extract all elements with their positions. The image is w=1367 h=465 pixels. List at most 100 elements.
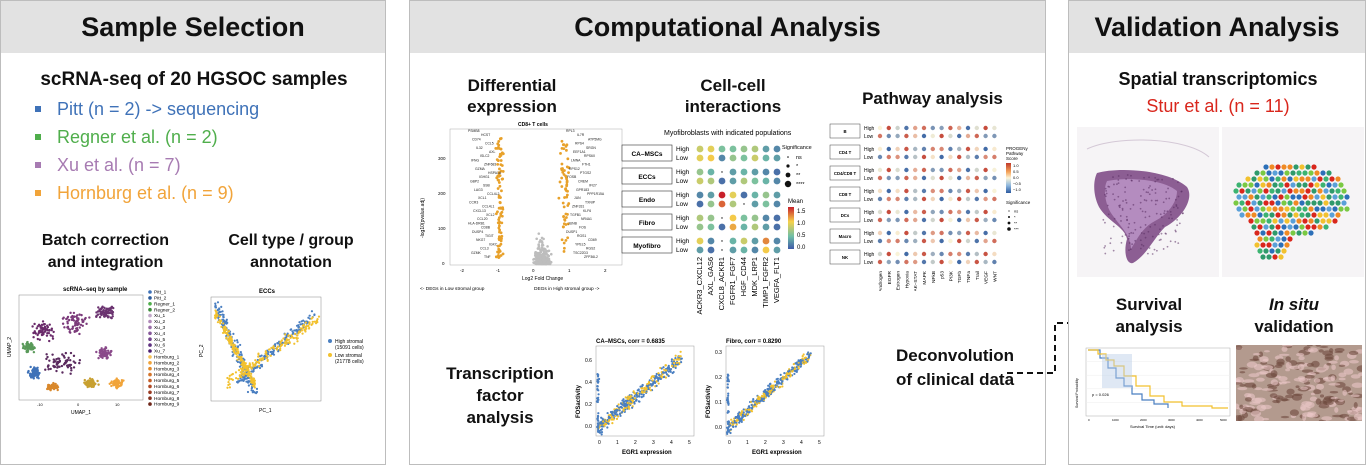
tf-point-high xyxy=(745,410,748,413)
volcano-gene-label: FOS xyxy=(579,226,587,230)
tf1-ytick-4: 0.0 xyxy=(585,424,592,430)
tf-point-high xyxy=(596,385,599,388)
tf-point-high xyxy=(779,378,782,381)
umap-legend: Pitt_1Pitt_2Regner_1Regner_2Xu_1Xu_2Xu_3… xyxy=(148,290,180,408)
spatial-spot xyxy=(1308,182,1314,188)
tf-point-low xyxy=(624,396,627,399)
spatial-spot xyxy=(1260,254,1266,260)
cc-dot xyxy=(762,177,770,185)
tf-point-high xyxy=(734,425,737,428)
insitu-cell xyxy=(1298,356,1305,361)
he-nucleus xyxy=(1151,253,1154,255)
pca-point-high xyxy=(232,332,235,335)
umap-legend-swatch xyxy=(148,378,152,383)
spatial-spot xyxy=(1236,206,1242,212)
tf-point-low xyxy=(789,374,792,377)
tf-point-high xyxy=(797,359,800,362)
tf-point-low xyxy=(670,364,674,367)
pw-group-box xyxy=(829,228,861,244)
pca-point-low xyxy=(249,374,252,378)
pw-level-label: Low xyxy=(864,197,874,203)
volcano-point-low xyxy=(499,254,503,257)
pca-point-low xyxy=(262,356,265,360)
cc-group-label: ECCs xyxy=(638,174,656,181)
pw-dot xyxy=(930,238,935,244)
volcano-xtick-1: -2 xyxy=(460,268,464,273)
insitu-cell xyxy=(1356,365,1362,372)
he-nucleus xyxy=(1163,212,1166,215)
spatial-spot xyxy=(1254,230,1260,236)
cc-dot xyxy=(740,145,748,153)
umap-point xyxy=(57,365,60,368)
he-nucleus xyxy=(1117,195,1120,198)
tf-point-low xyxy=(626,401,629,404)
spatial-spot xyxy=(1308,194,1314,200)
volcano-point-low xyxy=(500,221,504,225)
pca-point-high xyxy=(289,328,292,331)
volcano-point-ns xyxy=(535,255,539,259)
he-nucleus xyxy=(1165,197,1168,200)
tf-point-low xyxy=(679,355,682,358)
pca-point-high xyxy=(308,314,311,317)
he-nucleus xyxy=(1145,199,1148,202)
tf-point-high xyxy=(649,382,652,386)
pca-point-high xyxy=(225,318,228,321)
tf-point-high xyxy=(600,433,603,436)
volcano-gene-label: FOSB xyxy=(567,175,577,179)
pca-point-low xyxy=(247,368,250,372)
cc-dot xyxy=(729,200,737,208)
tf-point-low xyxy=(665,369,668,372)
tf-point-high xyxy=(738,411,741,414)
tf-point-high xyxy=(764,389,767,392)
umap-point xyxy=(45,353,48,356)
tf-point-high xyxy=(597,426,600,430)
he-nucleus xyxy=(1153,248,1156,251)
cc-pair-label: TIMP1_FGFR2 xyxy=(761,257,770,308)
pca-point-low xyxy=(284,333,287,336)
cc-pair-label: VEGFA_FLT1 xyxy=(772,257,781,303)
he-nucleus xyxy=(1112,176,1114,178)
volcano-point-ns xyxy=(549,252,553,256)
he-nucleus xyxy=(1140,195,1142,197)
pw-dot xyxy=(992,230,997,236)
cc-mean-tick-4: 0.0 xyxy=(797,245,806,251)
pw-dot xyxy=(913,154,918,160)
insitu-cell xyxy=(1281,346,1288,352)
he-nucleus xyxy=(1162,201,1165,204)
insitu-cell xyxy=(1306,345,1313,347)
tf-point-high xyxy=(727,403,730,406)
spatial-spot xyxy=(1287,188,1293,194)
tf-point-low xyxy=(679,350,682,353)
tf-point-high xyxy=(797,363,800,366)
pw-dot xyxy=(939,230,944,236)
insitu-cell xyxy=(1289,365,1300,370)
he-nucleus xyxy=(1162,248,1165,250)
spatial-spot xyxy=(1278,170,1284,176)
umap-point xyxy=(103,349,107,352)
he-texture xyxy=(1102,174,1184,255)
volcano-gene-label: GBP2 xyxy=(470,179,479,183)
pca-point-low xyxy=(301,332,304,335)
cc-group-label: CA–MSCs xyxy=(631,151,662,158)
pca-point-low xyxy=(248,364,251,368)
pca-point-low xyxy=(292,336,296,340)
pw-dot xyxy=(992,167,997,173)
tf-point-high xyxy=(597,373,600,377)
umap-point xyxy=(43,330,47,333)
he-nucleus xyxy=(1126,174,1129,176)
umap-legend-label: Hornburg_6 xyxy=(154,384,180,390)
pw-dot xyxy=(983,251,988,257)
tf-point-high xyxy=(648,379,651,382)
he-nucleus xyxy=(1127,226,1130,229)
pw-sig-title: Significance xyxy=(1006,200,1031,205)
tf-point-high xyxy=(631,396,634,399)
cc-dot xyxy=(729,145,737,153)
cc-group-label: Myofibro xyxy=(633,243,660,250)
pw-tick-1: 1.0 xyxy=(1013,163,1019,168)
umap-point xyxy=(110,380,113,383)
spatial-spot xyxy=(1257,212,1263,218)
he-nucleus xyxy=(1177,195,1180,198)
pw-dot xyxy=(974,167,979,173)
cc-mean-tick-1: 1.5 xyxy=(797,209,806,215)
pw-dot xyxy=(957,238,962,244)
